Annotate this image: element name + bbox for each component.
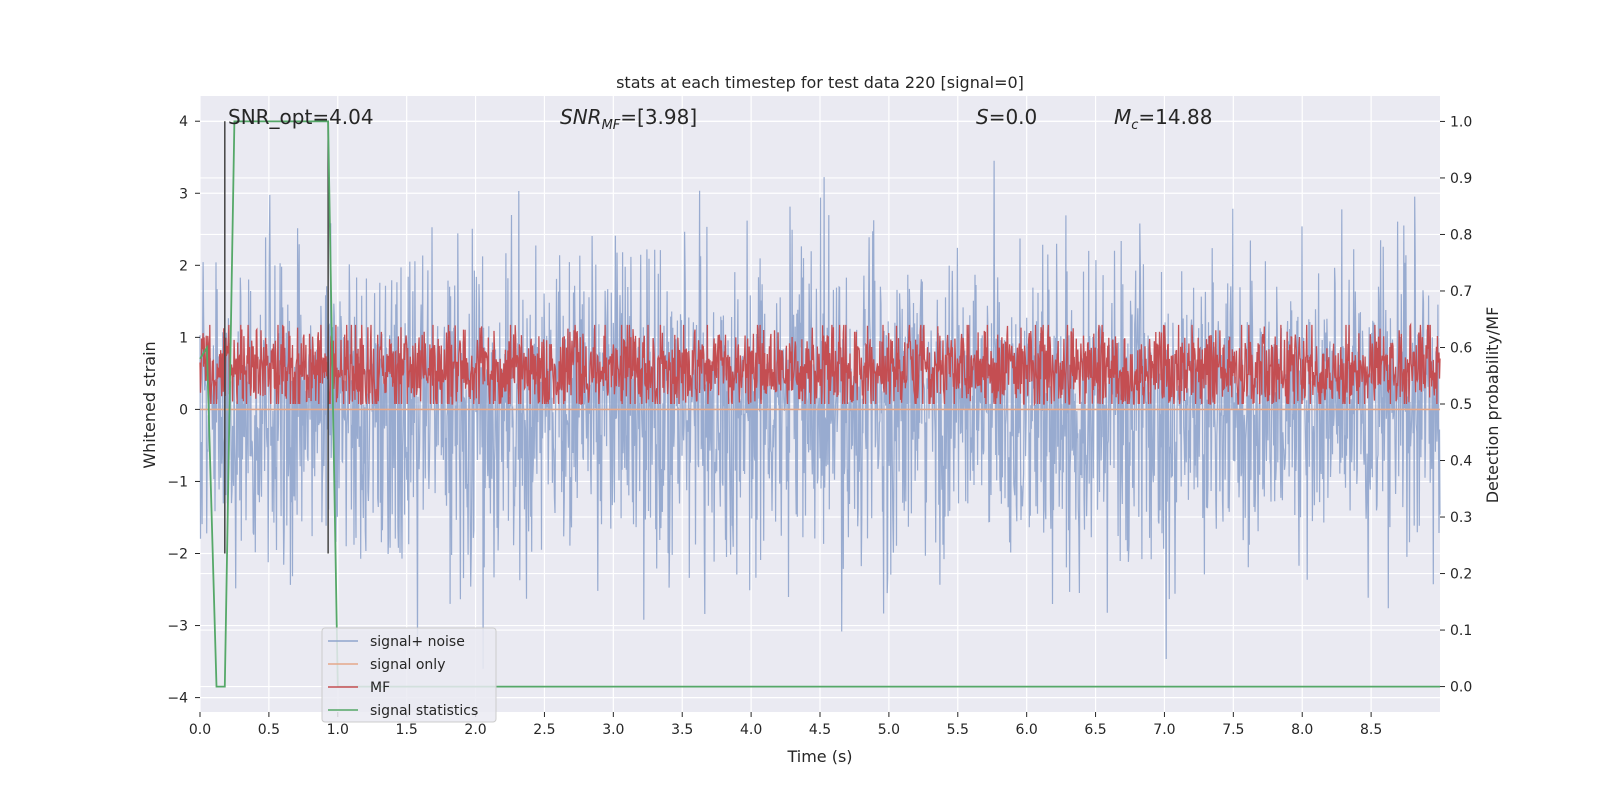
left-y-axis-label: Whitened strain xyxy=(140,341,159,468)
right-y-axis-ticks: 1.0 0.9 0.8 0.7 0.6 0.5 0.4 0.3 0.2 0.1 0.0 xyxy=(1440,114,1472,696)
event-markers xyxy=(224,121,329,554)
x-tick-label: 4.5 xyxy=(809,722,831,738)
y-left-tick-label: −3 xyxy=(167,619,188,635)
chart-title: stats at each timestep for test data 220… xyxy=(616,73,1024,92)
legend-label-signal-statistics: signal statistics xyxy=(370,703,478,719)
y-right-tick-label: 0.7 xyxy=(1450,284,1472,300)
annotation-mc-sub: c xyxy=(1131,118,1138,133)
y-left-tick-label: 0 xyxy=(179,402,188,418)
y-right-tick-label: 0.0 xyxy=(1450,680,1472,696)
signal-noise-series xyxy=(199,160,1441,669)
signal-statistics-line xyxy=(199,120,1440,688)
signal-statistics-series xyxy=(199,120,1440,688)
legend-label-signal-only: signal only xyxy=(370,657,445,673)
x-axis-ticks: 0.0 0.5 1.0 1.5 2.0 2.5 3.0 3.5 4.0 4.5 5.0 5.5 6.0 6… xyxy=(189,712,1382,738)
y-right-tick-label: 0.2 xyxy=(1450,567,1472,583)
mf-series xyxy=(199,322,1441,407)
y-right-tick-label: 0.4 xyxy=(1450,454,1472,470)
y-left-tick-label: 2 xyxy=(179,258,188,274)
signal-noise-line xyxy=(199,160,1441,669)
left-y-axis-ticks: 4 3 2 1 0 −1 −2 −3 −4 xyxy=(167,114,200,707)
x-tick-label: 1.0 xyxy=(327,722,349,738)
x-tick-label: 6.5 xyxy=(1084,722,1106,738)
y-left-tick-label: −2 xyxy=(167,546,188,562)
x-tick-label: 0.5 xyxy=(258,722,280,738)
x-axis-label: Time (s) xyxy=(786,747,852,766)
x-tick-label: 3.0 xyxy=(602,722,624,738)
y-left-tick-label: 3 xyxy=(179,186,188,202)
mf-line xyxy=(199,322,1441,407)
right-y-axis-label: Detection probability/MF xyxy=(1483,307,1502,504)
y-right-tick-label: 0.8 xyxy=(1450,227,1472,243)
x-tick-label: 8.0 xyxy=(1291,722,1313,738)
legend-label-signal-noise: signal+ noise xyxy=(370,634,465,650)
annotation-s-label: S xyxy=(976,105,989,129)
annotation-snr-mf-sub: MF xyxy=(602,118,621,133)
x-tick-label: 8.5 xyxy=(1360,722,1382,738)
y-left-tick-label: −1 xyxy=(167,474,188,490)
annotation-mc-label: M xyxy=(1114,105,1131,129)
y-right-tick-label: 0.6 xyxy=(1450,340,1472,356)
y-left-tick-label: 1 xyxy=(179,330,188,346)
x-tick-label: 5.5 xyxy=(947,722,969,738)
x-tick-label: 5.0 xyxy=(878,722,900,738)
y-right-tick-label: 0.1 xyxy=(1450,623,1472,639)
y-right-tick-label: 0.9 xyxy=(1450,171,1472,187)
annotation-snr-mf-value: =[3.98] xyxy=(620,105,697,129)
annotation-s: S=0.0 xyxy=(976,105,1037,129)
x-tick-label: 0.0 xyxy=(189,722,211,738)
x-tick-label: 7.5 xyxy=(1222,722,1244,738)
x-tick-label: 1.5 xyxy=(396,722,418,738)
y-left-tick-label: 4 xyxy=(179,114,188,130)
annotation-s-value: =0.0 xyxy=(989,105,1038,129)
x-tick-label: 4.0 xyxy=(740,722,762,738)
annotation-snr-mf: SNRMF=[3.98] xyxy=(560,105,697,133)
x-tick-label: 7.0 xyxy=(1153,722,1175,738)
y-right-tick-label: 0.5 xyxy=(1450,397,1472,413)
y-right-tick-label: 1.0 xyxy=(1450,114,1472,130)
x-tick-label: 2.5 xyxy=(533,722,555,738)
legend-label-mf: MF xyxy=(370,680,390,696)
legend: signal+ noise signal only MF signal stat… xyxy=(321,627,497,723)
y-right-tick-label: 0.3 xyxy=(1450,510,1472,526)
y-left-tick-label: −4 xyxy=(167,691,188,707)
x-tick-label: 2.0 xyxy=(464,722,486,738)
annotation-mc-value: =14.88 xyxy=(1138,105,1212,129)
x-tick-label: 6.0 xyxy=(1016,722,1038,738)
x-tick-label: 3.5 xyxy=(671,722,693,738)
annotation-mc: Mc=14.88 xyxy=(1114,105,1212,133)
annotation-snr-mf-label: SNR xyxy=(560,105,602,129)
annotation-snr-opt: SNR_opt=4.04 xyxy=(228,105,374,129)
legend-box xyxy=(321,627,497,723)
